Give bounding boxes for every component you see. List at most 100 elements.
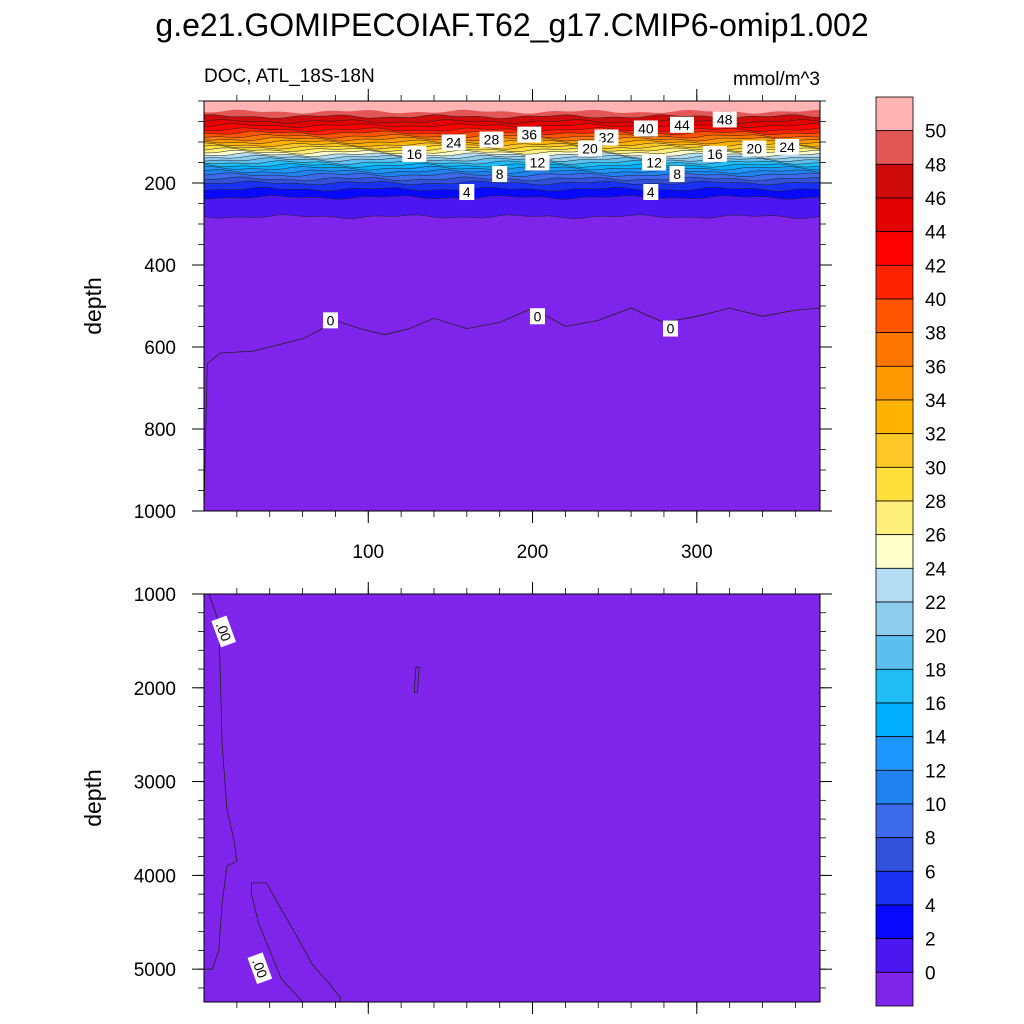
colorbar-swatch: [875, 264, 914, 300]
panel-subtitle-units: mmol/m^3: [733, 69, 820, 90]
colorbar-swatch: [875, 130, 914, 165]
contour-line-0: [203, 307, 821, 512]
colorbar-label: 16: [925, 694, 946, 715]
contour-label-bg: [669, 165, 685, 182]
contour-label: .00: [211, 615, 237, 648]
contour-label-bg: [742, 140, 767, 157]
contour-label: 44: [670, 116, 695, 133]
contour-label-bg: [578, 140, 603, 157]
y-axis-label: depth: [80, 277, 106, 335]
colorbar-label: 22: [925, 593, 946, 614]
contour-label-bg: [492, 165, 508, 182]
contour-label-bg: [517, 126, 542, 143]
contour-label-text: 48: [717, 111, 733, 127]
colorbar-swatch: [875, 904, 914, 940]
y-tick-label: 400: [144, 256, 176, 277]
colorbar-swatch: [875, 971, 914, 1007]
colorbar-label: 2: [925, 930, 936, 951]
contour-label-bg: [459, 184, 475, 201]
colorbar-label: 40: [925, 290, 946, 311]
contour-label: 24: [775, 138, 800, 155]
contour-label-text: 0: [667, 321, 675, 337]
contour-label-text: 20: [747, 141, 763, 157]
colorbar-label: 42: [925, 256, 946, 277]
lower-contour-panel: .00 .00 1000 2000 3000 4000 5000 depth: [80, 582, 832, 1014]
contour-label-bg: [642, 154, 667, 171]
contour-label-bg: [663, 320, 679, 337]
contour-label-text: 16: [406, 146, 422, 162]
colorbar-label: 14: [925, 728, 947, 749]
contour-region-0-2: [413, 666, 420, 693]
colorbar-swatch: [875, 399, 914, 435]
colorbar-swatch: [875, 635, 914, 670]
y-tick-label: 1000: [134, 585, 176, 606]
contour-label-text: 16: [707, 146, 723, 162]
colorbar-swatch: [875, 466, 914, 502]
contour-label-text: 4: [463, 184, 471, 200]
colorbar-swatch: [875, 534, 914, 569]
contour-label-text: 44: [674, 117, 690, 133]
contour-label-bg: [525, 154, 550, 171]
lower-background-fill: [204, 594, 820, 1002]
contour-label-bg: [211, 615, 237, 648]
colorbar-swatch: [875, 231, 914, 266]
x-tick-label: 300: [681, 542, 713, 563]
colorbar-label: 26: [925, 526, 946, 547]
colorbar-label: 10: [925, 795, 946, 816]
contour-label-text: 0: [327, 312, 335, 328]
contour-label: 0: [663, 320, 679, 337]
colorbar-swatch: [875, 601, 914, 637]
colorbar-label: 50: [925, 122, 946, 143]
colorbar-swatch: [875, 870, 914, 906]
contour-label-text: 4: [647, 184, 655, 200]
y-axis-label: depth: [80, 769, 106, 827]
colorbar-label: 36: [925, 357, 946, 378]
contour-label-text: 36: [521, 127, 537, 143]
contour-label-text: 8: [496, 166, 504, 182]
colorbar-swatch: [875, 769, 914, 805]
contour-label-bg: [702, 145, 727, 162]
colorbar-label: 0: [925, 963, 936, 984]
contour-label: 24: [441, 134, 466, 151]
contour-label: 0: [322, 312, 338, 329]
colorbar-swatch: [875, 433, 914, 468]
contour-label: 8: [492, 165, 508, 182]
contour-label: 0: [529, 308, 545, 325]
contour-label: 16: [702, 145, 727, 162]
contour-label-text: 0: [534, 308, 542, 324]
colorbar-swatch: [875, 668, 914, 704]
colorbar: 5048464442403836343230282624222018161412…: [875, 96, 947, 1007]
colorbar-label: 38: [925, 324, 946, 345]
x-tick-label: 100: [352, 542, 384, 563]
contour-label-text: 12: [646, 155, 662, 171]
contour-label-bg: [441, 134, 466, 151]
colorbar-swatch: [875, 500, 914, 536]
colorbar-swatch: [875, 298, 914, 334]
colorbar-label: 8: [925, 829, 936, 850]
contour-label-bg: [775, 138, 800, 155]
colorbar-label: 4: [925, 896, 936, 917]
colorbar-swatch: [875, 197, 914, 233]
colorbar-swatch: [875, 332, 914, 367]
y-tick-label: 4000: [134, 866, 176, 887]
colorbar-label: 32: [925, 425, 946, 446]
y-tick-label: 3000: [134, 773, 176, 794]
colorbar-label: 12: [925, 761, 946, 782]
contour-label: 40: [633, 120, 658, 137]
y-tick-label: 2000: [134, 679, 176, 700]
contour-label: .00: [247, 952, 273, 985]
y-tick-label: 1000: [134, 502, 176, 523]
colorbar-label: 18: [925, 660, 946, 681]
colorbar-swatch: [875, 736, 914, 771]
contour-label-bg: [402, 145, 427, 162]
contour-label: 20: [578, 140, 603, 157]
contour-label-text: 12: [530, 155, 546, 171]
colorbar-swatch: [875, 938, 914, 973]
figure-title: g.e21.GOMIPECOIAF.T62_g17.CMIP6-omip1.00…: [155, 7, 868, 43]
y-tick-label: 5000: [134, 960, 176, 981]
contour-label-bg: [247, 952, 273, 985]
contour-label: 48: [712, 111, 737, 128]
colorbar-label: 24: [925, 559, 947, 580]
